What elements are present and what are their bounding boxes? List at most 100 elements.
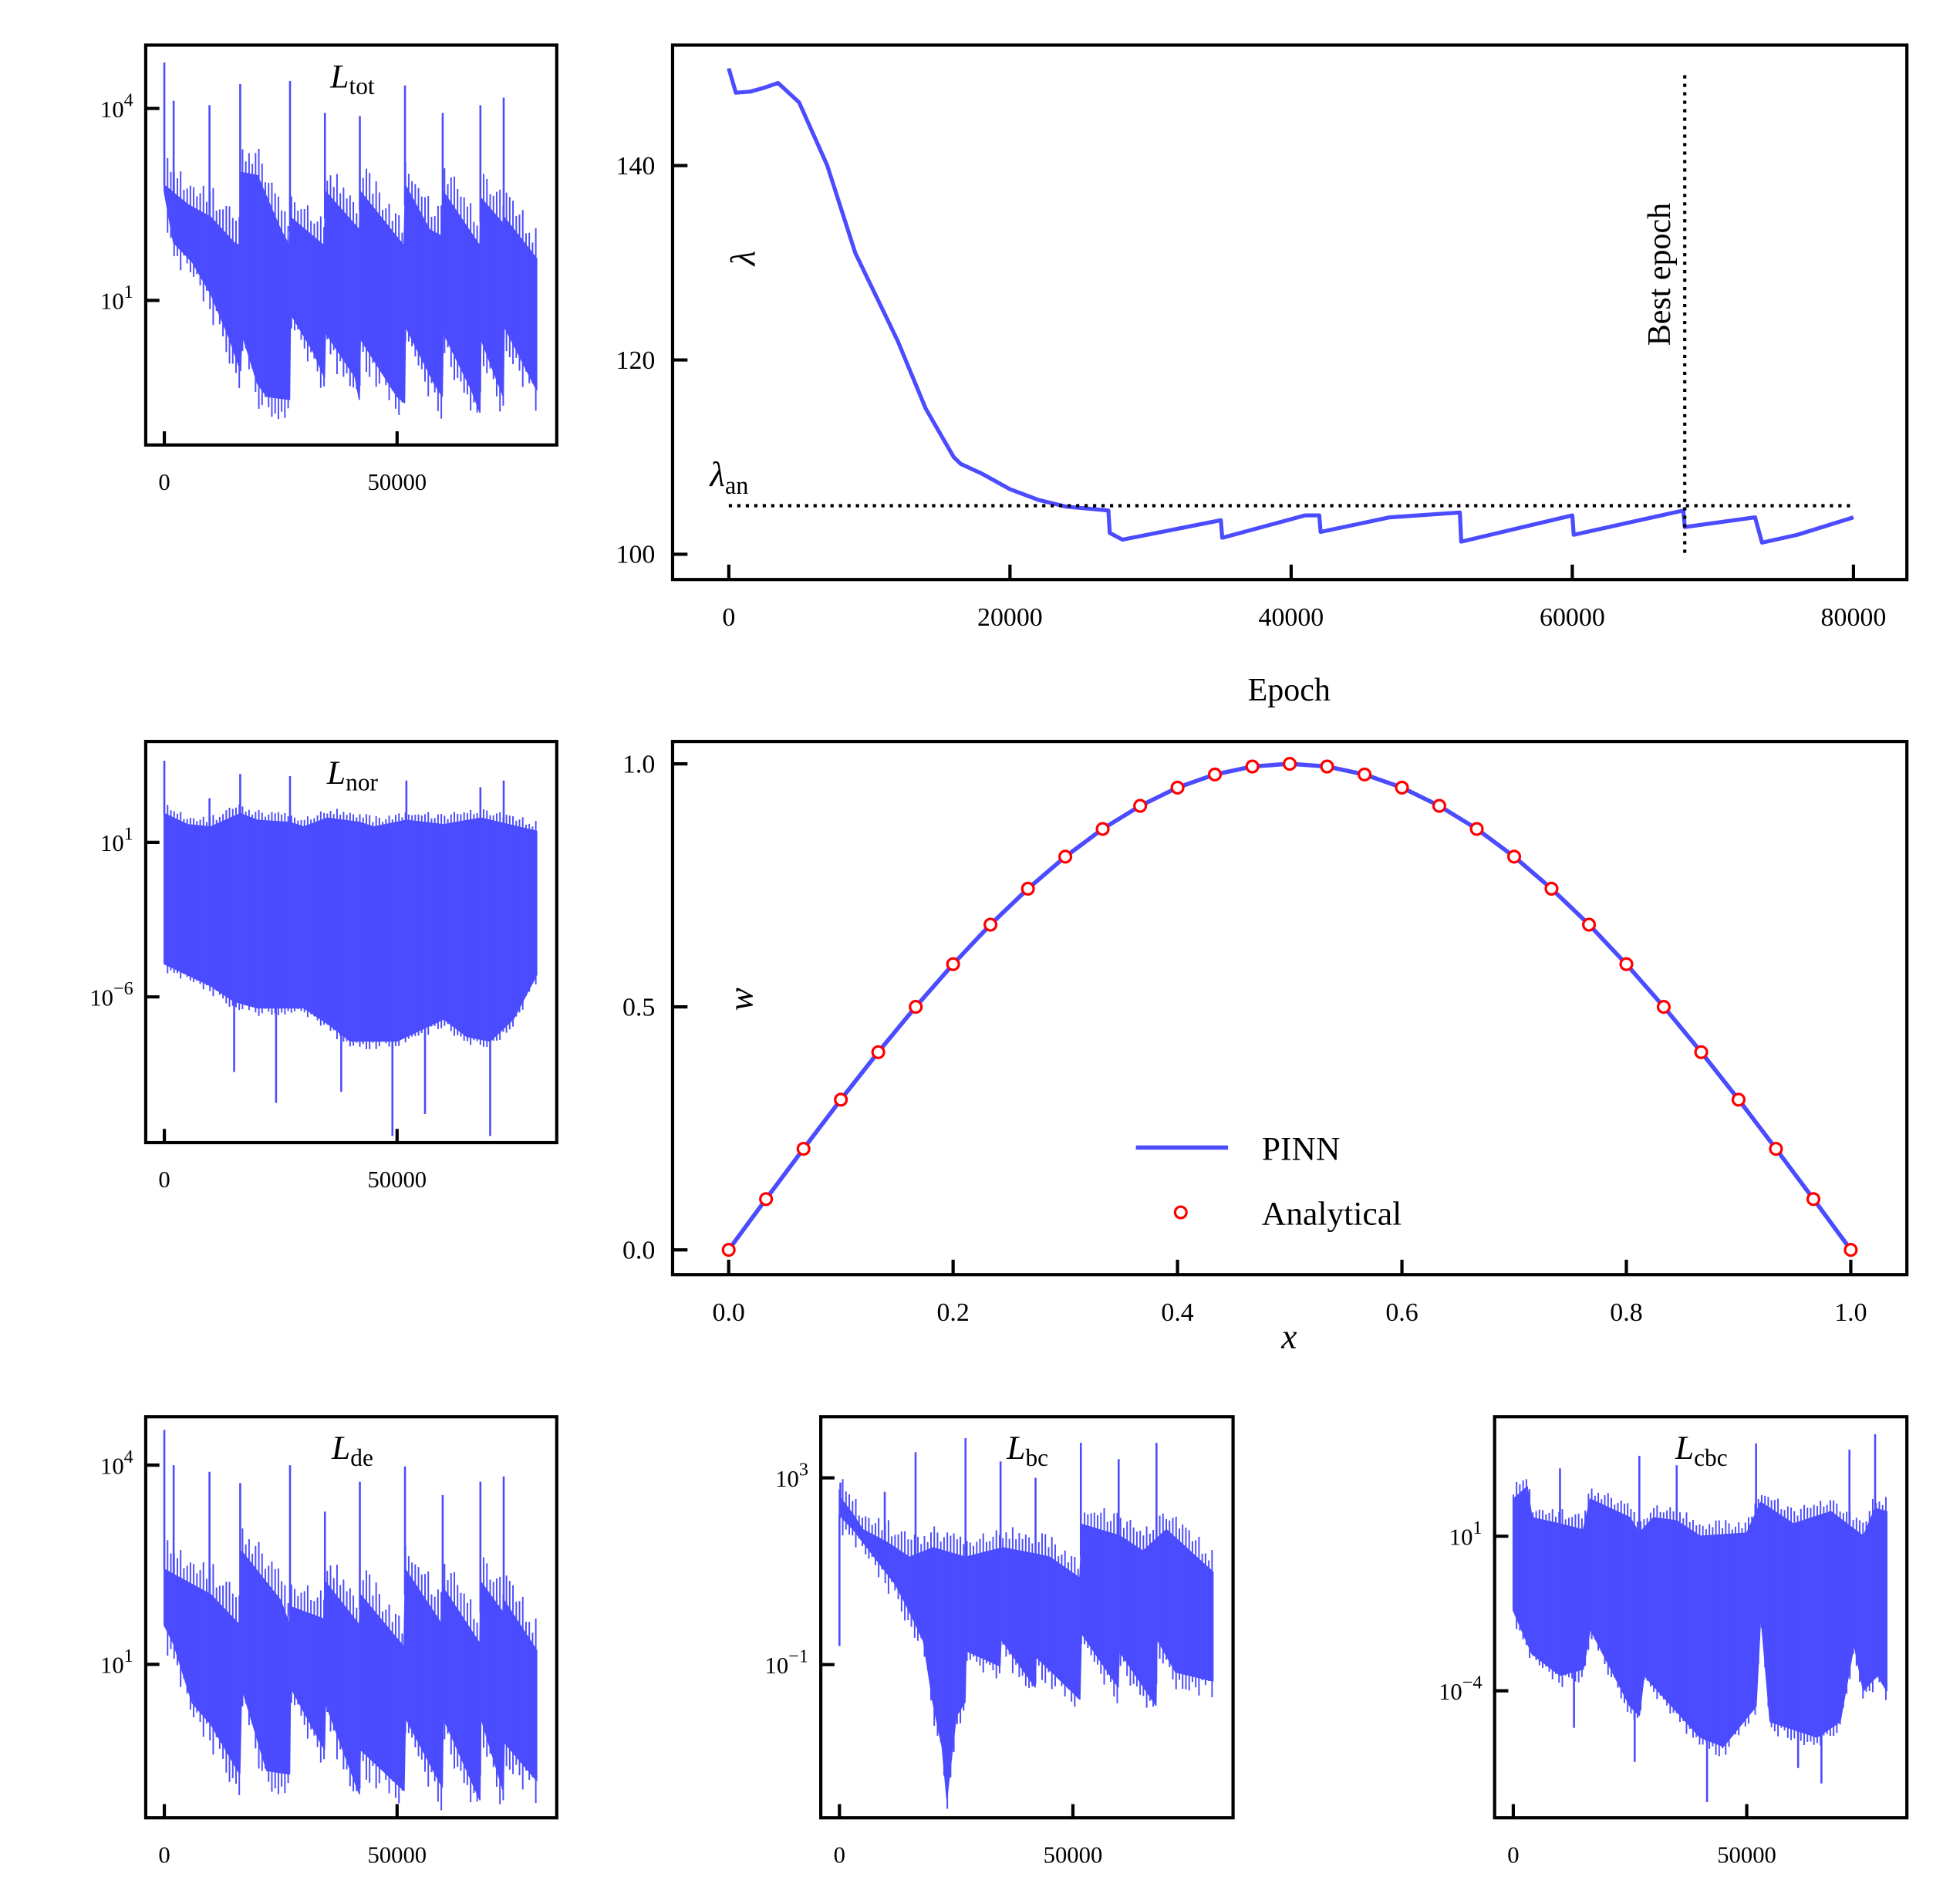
y-tick-label: 101 [100, 824, 133, 857]
legend: PINN Analytical [1135, 1131, 1402, 1233]
best-epoch-label: Best epoch [1642, 203, 1678, 346]
analytical-point [796, 1142, 811, 1156]
axes-frame [143, 43, 558, 447]
analytical-point [1731, 1092, 1746, 1107]
analytical-point [871, 1045, 885, 1059]
title-sub: de [350, 1444, 373, 1471]
x-tick-label: 0 [834, 1842, 845, 1868]
subplot-title: Lbc [1006, 1430, 1048, 1471]
tick-exponent: −1 [788, 1646, 808, 1666]
analytical-point [1395, 780, 1409, 795]
x-tick-label: 60000 [1540, 603, 1605, 632]
label-sub: an [725, 471, 748, 499]
tick-exponent: 1 [1472, 1517, 1482, 1538]
analytical-point [1245, 759, 1260, 774]
x-axis-label: x [1280, 1317, 1297, 1355]
y-tick-label: 120 [616, 346, 656, 375]
tick-base: 10 [775, 1466, 799, 1492]
analytical-point [1283, 757, 1297, 771]
y-axis-label: w [721, 987, 760, 1011]
x-tick-label: 0.8 [1610, 1298, 1642, 1327]
tick-exponent: 4 [124, 1447, 133, 1467]
tick-base: 10 [765, 1652, 789, 1679]
subplot-title: Ltot [329, 58, 375, 100]
x-tick-label: 0 [158, 1842, 170, 1868]
y-tick-label: 1.0 [622, 750, 655, 778]
tick-base: 10 [100, 96, 124, 123]
x-tick-label: 0.0 [713, 1298, 745, 1327]
label-main: λ [708, 455, 725, 494]
analytical-point [1656, 1000, 1671, 1014]
title-sub: cbc [1694, 1444, 1728, 1471]
analytical-point [1582, 917, 1597, 932]
x-tick-label: 50000 [367, 1842, 427, 1868]
analytical-point [1320, 759, 1334, 774]
tick-exponent: −4 [1462, 1672, 1483, 1693]
tick-exponent: 4 [124, 89, 133, 110]
y-tick-label: 101 [1449, 1517, 1483, 1551]
legend-pinn-label: PINN [1262, 1131, 1341, 1168]
analytical-point [1207, 767, 1223, 782]
analytical-point [1133, 798, 1148, 813]
tick-exponent: 3 [799, 1459, 808, 1480]
x-tick-label: 0 [158, 1166, 170, 1193]
axes-frame [143, 1415, 558, 1820]
analytical-point [1058, 849, 1073, 864]
analytical-point [1020, 881, 1035, 896]
x-tick-label: 0.2 [936, 1298, 969, 1327]
y-tick-label: 103 [775, 1459, 808, 1492]
legend-analytical-label: Analytical [1262, 1196, 1402, 1233]
analytical-point [1806, 1192, 1821, 1207]
x-tick-label: 1.0 [1834, 1298, 1867, 1327]
title-main: L [331, 1430, 350, 1467]
tick-base: 10 [100, 1453, 124, 1479]
tick-base: 10 [100, 1652, 124, 1679]
x-tick-label: 50000 [1717, 1842, 1776, 1868]
tick-base: 10 [100, 289, 124, 315]
x-tick-label: 50000 [367, 469, 427, 495]
analytical-point [834, 1092, 848, 1107]
analytical-point [946, 957, 960, 971]
tick-base: 10 [1439, 1679, 1462, 1705]
x-axis-label: Epoch [1248, 673, 1331, 708]
title-main: L [329, 58, 349, 95]
pinn-line [727, 761, 1853, 1251]
x-tick-label: 20000 [977, 603, 1043, 632]
analytical-point [721, 1243, 736, 1258]
y-tick-label: 10−1 [765, 1646, 808, 1679]
x-tick-label: 0.4 [1161, 1298, 1193, 1327]
analytical-point [1432, 798, 1447, 813]
analytical-point [1358, 767, 1372, 782]
subplot-title: Lde [331, 1430, 373, 1471]
tick-exponent: 1 [124, 824, 133, 845]
tick-exponent: 1 [124, 1646, 133, 1666]
y-tick-label: 101 [100, 282, 133, 315]
analytical-point [1694, 1045, 1709, 1059]
x-tick-label: 0.6 [1385, 1298, 1418, 1327]
y-tick-label: 104 [100, 1447, 133, 1480]
tick-base: 10 [100, 830, 124, 856]
analytical-point [1095, 822, 1110, 836]
y-tick-label: 0.0 [622, 1236, 655, 1264]
analytical-point [759, 1192, 774, 1207]
title-sub: bc [1025, 1444, 1048, 1471]
analytical-point [1843, 1243, 1858, 1258]
y-tick-label: 0.5 [622, 993, 655, 1021]
x-tick-label: 0 [722, 603, 735, 632]
x-tick-label: 50000 [1044, 1842, 1103, 1868]
x-tick-label: 80000 [1821, 603, 1887, 632]
axes-frame [1493, 1415, 1909, 1820]
analytical-point [909, 1000, 923, 1014]
y-axis-label: λ [724, 251, 763, 268]
tick-exponent: 1 [124, 282, 133, 302]
analytical-point [1769, 1142, 1783, 1156]
title-main: L [1006, 1430, 1025, 1467]
analytical-point [1469, 822, 1484, 836]
y-tick-label: 104 [100, 89, 133, 123]
